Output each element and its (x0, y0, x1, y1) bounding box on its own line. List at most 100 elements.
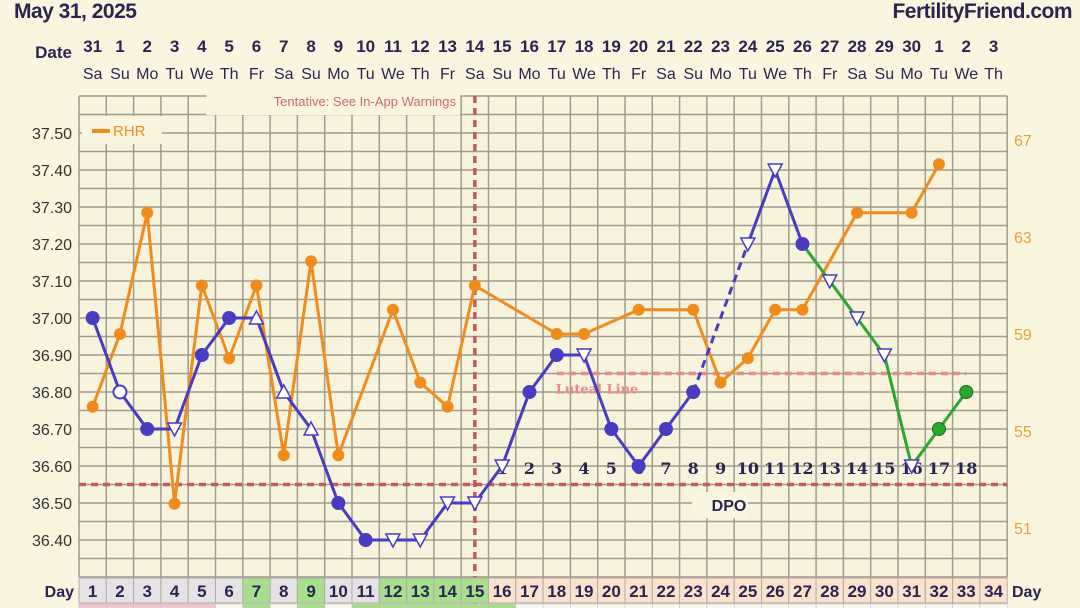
date-label: 11 (384, 37, 402, 56)
day-number: 4 (170, 582, 180, 601)
tentative-box (206, 90, 460, 115)
weekday-label: Mo (901, 66, 923, 83)
day-number: 7 (252, 582, 261, 601)
temp-segment (200, 317, 231, 356)
day-number: 12 (383, 582, 402, 601)
temp-segment (255, 317, 286, 393)
fertility-strip-cell (187, 603, 216, 608)
temp-point (331, 496, 346, 510)
date-label: 23 (711, 37, 730, 56)
date-label: 3 (170, 37, 179, 56)
y-tick-label: 37.50 (32, 126, 72, 143)
day-cell (952, 577, 981, 604)
day-cell (679, 577, 708, 604)
dpo-number: 12 (791, 459, 813, 478)
dpo-number: 15 (873, 459, 895, 478)
temp-point-triangle-down (821, 274, 839, 290)
temp-point (358, 533, 373, 547)
weekday-label: Su (301, 66, 321, 83)
temp-segment (118, 391, 149, 430)
day-cell (897, 577, 926, 604)
weekday-label: Tu (930, 66, 948, 83)
date-label: 19 (602, 37, 621, 56)
temp-segment (746, 169, 777, 245)
rhr-point (195, 279, 208, 292)
day-number: 32 (929, 582, 948, 601)
temp-segment (773, 169, 804, 245)
fertility-strip-cell (761, 603, 790, 608)
rhr-point (851, 206, 864, 219)
rhr-point (168, 497, 181, 510)
temp-point (795, 237, 810, 251)
temp-segment (528, 354, 558, 393)
fertility-strip-cell (706, 603, 735, 608)
weekday-label: Su (492, 66, 512, 83)
temp-segment (882, 354, 914, 467)
temp-point (658, 422, 673, 436)
temp-point-triangle-up (248, 309, 265, 325)
day-number: 25 (738, 582, 757, 601)
fertility-strip-cell (897, 603, 926, 608)
temp-point-triangle-down (575, 348, 593, 364)
day-number: 30 (875, 582, 894, 601)
day-number: 26 (766, 582, 785, 601)
rhr-point (905, 206, 918, 219)
date-label: 4 (197, 37, 207, 56)
fertility-strip-cell (106, 603, 134, 608)
rhr-point (277, 449, 290, 462)
weekday-label: Tu (739, 66, 757, 83)
weekday-label: Tu (548, 66, 566, 83)
fertility-strip-cell (979, 603, 1008, 608)
temp-point (222, 311, 237, 325)
weekday-label: Fr (249, 66, 265, 83)
y2-tick-label: 59 (1014, 327, 1032, 344)
day-cell (815, 577, 844, 604)
temp-point-triangle-down (411, 533, 429, 549)
fertility-strip-cell (679, 603, 708, 608)
temp-point (631, 459, 646, 473)
day-cell (979, 577, 1008, 604)
day-cell (651, 577, 681, 604)
day-number: 31 (902, 582, 921, 601)
temp-segment (91, 317, 122, 393)
date-label: 5 (224, 37, 233, 56)
date-label: 1 (115, 37, 124, 56)
temp-point (85, 311, 100, 325)
temp-segment (637, 428, 668, 467)
day-cell (761, 577, 790, 604)
weekday-label: Tu (166, 66, 184, 83)
fertility-strip-cell (460, 603, 489, 608)
dpo-number: 17 (928, 459, 950, 478)
dpo-number: 11 (764, 459, 786, 478)
y-tick-label: 37.00 (32, 311, 72, 328)
day-number: 16 (493, 582, 512, 601)
y-tick-label: 36.40 (32, 533, 72, 550)
day-number: 20 (602, 582, 621, 601)
weekday-label: Sa (83, 66, 103, 83)
rhr-point (386, 303, 399, 316)
brand-logo[interactable]: FertilityFriend.com (892, 0, 1072, 23)
weekday-label: Fr (440, 66, 456, 83)
dpo-number: 7 (660, 459, 671, 478)
rhr-point (932, 158, 945, 171)
date-label: 28 (848, 37, 867, 56)
dpo-box (692, 492, 748, 518)
day-number: 21 (629, 582, 648, 601)
date-label: 17 (547, 37, 566, 56)
day-number: 33 (957, 582, 976, 601)
temp-segment (582, 354, 613, 430)
rhr-point (141, 206, 154, 219)
rhr-point (113, 328, 126, 340)
temp-point-triangle-down (466, 496, 484, 512)
dpo-number: 14 (846, 459, 868, 478)
fertility-strip-cell (433, 603, 462, 608)
temp-point-triangle-down (876, 348, 893, 364)
day-number: 17 (520, 582, 539, 601)
temp-point-triangle-down (384, 533, 402, 549)
day-cell (542, 577, 571, 604)
date-label: 2 (143, 37, 152, 56)
y2-tick-label: 63 (1014, 230, 1032, 247)
rhr-point (714, 376, 727, 389)
dpo-number: 3 (551, 459, 562, 478)
temp-point (140, 422, 155, 436)
